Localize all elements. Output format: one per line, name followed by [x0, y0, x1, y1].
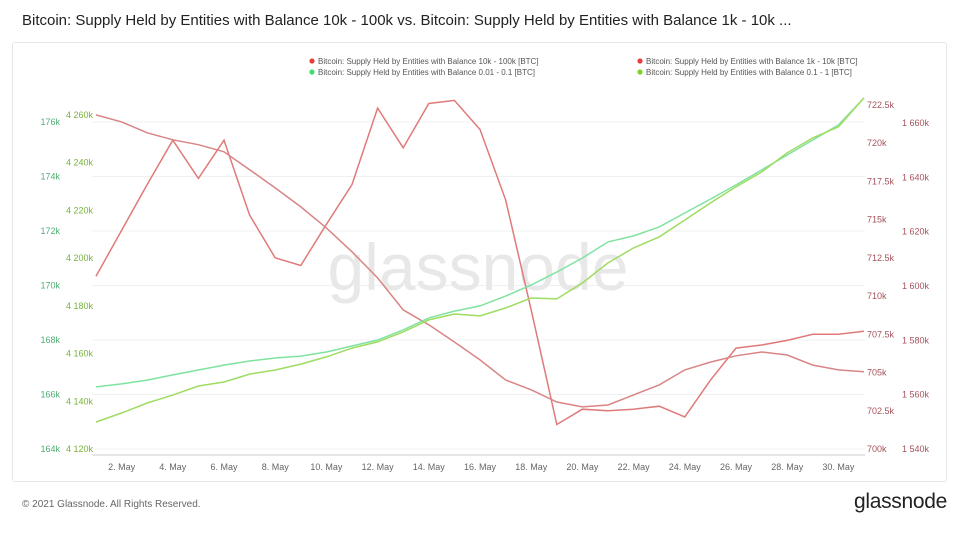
- x-tick-label: 8. May: [262, 462, 290, 472]
- series-line-3: [95, 97, 865, 423]
- brand-logo: glassnode: [853, 490, 947, 513]
- x-tick-label: 26. May: [720, 462, 753, 472]
- legend-dot: [309, 69, 315, 75]
- y-tick-label-left-inner: 4 120k: [66, 444, 94, 454]
- y-tick-label-left-outer: 176k: [40, 117, 60, 127]
- chart-svg: glassnode 2. May 4. May 6. May 8. May 10. May…: [40, 57, 930, 472]
- y-tick-label-left-outer: 172k: [40, 226, 60, 236]
- y-tick-label-left-inner: 4 160k: [66, 349, 94, 359]
- y-tick-label-right-outer: 1 660k: [902, 118, 930, 128]
- y-tick-label-right-inner: 710k: [867, 291, 887, 301]
- y-tick-label-left-outer: 166k: [40, 390, 60, 400]
- y-tick-label-left-inner: 4 200k: [66, 253, 94, 263]
- y-tick-label-right-inner: 720k: [867, 138, 887, 148]
- legend-label: Bitcoin: Supply Held by Entities with Ba…: [318, 57, 539, 66]
- chart-title: Bitcoin: Supply Held by Entities with Ba…: [22, 12, 792, 29]
- y-tick-label-left-outer: 168k: [40, 335, 60, 345]
- legend-dot: [637, 69, 643, 75]
- legend-label: Bitcoin: Supply Held by Entities with Ba…: [646, 57, 858, 66]
- y-tick-label-right-inner: 702.5k: [867, 406, 895, 416]
- x-tick-label: 30. May: [822, 462, 855, 472]
- y-tick-label-right-outer: 1 640k: [902, 172, 930, 182]
- y-tick-label-right-outer: 1 620k: [902, 227, 930, 237]
- x-tick-label: 22. May: [618, 462, 651, 472]
- y-tick-label-right-inner: 707.5k: [867, 329, 895, 339]
- y-tick-label-left-inner: 4 260k: [66, 110, 94, 120]
- y-tick-label-left-inner: 4 180k: [66, 301, 94, 311]
- x-tick-label: 4. May: [159, 462, 187, 472]
- y-tick-label-left-outer: 174k: [40, 172, 60, 182]
- x-tick-label: 2. May: [108, 462, 136, 472]
- x-tick-label: 18. May: [515, 462, 548, 472]
- y-tick-label-right-outer: 1 600k: [902, 281, 930, 291]
- series-line-0: [95, 99, 865, 426]
- y-tick-label-left-outer: 164k: [40, 444, 60, 454]
- y-tick-label-right-inner: 715k: [867, 215, 887, 225]
- x-tick-label: 24. May: [669, 462, 702, 472]
- copyright: © 2021 Glassnode. All Rights Reserved.: [22, 499, 201, 510]
- y-tick-label-right-outer: 1 580k: [902, 335, 930, 345]
- chart-card: [12, 42, 947, 482]
- y-tick-label-right-inner: 717.5k: [867, 176, 895, 186]
- y-tick-label-right-outer: 1 560k: [902, 390, 930, 400]
- x-tick-label: 6. May: [210, 462, 238, 472]
- legend-dot: [309, 58, 315, 64]
- y-tick-label-left-outer: 170k: [40, 281, 60, 291]
- legend-label: Bitcoin: Supply Held by Entities with Ba…: [318, 68, 535, 77]
- x-tick-label: 28. May: [771, 462, 804, 472]
- legend-dot: [637, 58, 643, 64]
- y-tick-label-right-outer: 1 540k: [902, 444, 930, 454]
- y-tick-label-left-inner: 4 220k: [66, 205, 94, 215]
- y-tick-label-left-inner: 4 140k: [66, 396, 94, 406]
- x-tick-label: 10. May: [310, 462, 343, 472]
- x-tick-label: 14. May: [413, 462, 446, 472]
- y-tick-label-right-inner: 700k: [867, 444, 887, 454]
- x-tick-label: 16. May: [464, 462, 497, 472]
- y-tick-label-right-inner: 722.5k: [867, 100, 895, 110]
- watermark: glassnode: [328, 230, 629, 304]
- y-tick-label-right-inner: 705k: [867, 368, 887, 378]
- legend-label: Bitcoin: Supply Held by Entities with Ba…: [646, 68, 852, 77]
- x-tick-label: 12. May: [362, 462, 395, 472]
- y-tick-label-left-inner: 4 240k: [66, 158, 94, 168]
- series-line-2: [95, 97, 865, 388]
- series-line-1: [95, 114, 865, 408]
- y-tick-label-right-inner: 712.5k: [867, 253, 895, 263]
- x-tick-label: 20. May: [566, 462, 599, 472]
